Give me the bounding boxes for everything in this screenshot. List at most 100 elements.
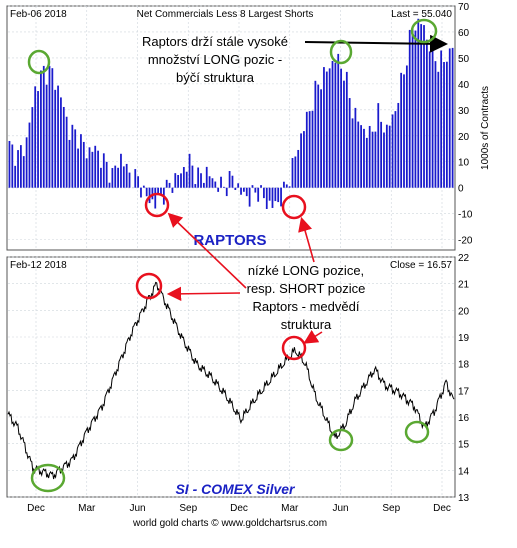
raptors-bar: [17, 150, 19, 188]
bottom-close-value: Close = 16.57: [390, 260, 452, 271]
raptors-bar: [337, 54, 339, 188]
raptors-bar: [280, 188, 282, 207]
bottom-y-tick-label: 16: [458, 413, 470, 424]
raptors-bar: [272, 188, 274, 208]
raptors-bar: [20, 145, 22, 188]
raptors-bar: [206, 167, 208, 188]
raptors-bar: [274, 188, 276, 201]
raptors-bar: [57, 86, 59, 188]
raptors-bar: [409, 30, 411, 188]
raptors-bar: [60, 97, 62, 187]
raptors-bar: [172, 188, 174, 193]
raptors-bar: [183, 167, 185, 188]
raptors-bar: [352, 118, 354, 187]
raptors-bar: [369, 126, 371, 188]
raptors-bar: [243, 188, 245, 192]
x-tick-label: Jun: [332, 503, 348, 514]
x-tick-label: Dec: [27, 503, 45, 514]
raptors-bar: [83, 142, 85, 188]
middle-note-line-3: Raptors - medvědí: [253, 299, 360, 314]
raptors-bar: [297, 150, 299, 188]
raptors-bar: [246, 188, 248, 196]
raptors-bar: [395, 111, 397, 188]
raptors-bar: [234, 188, 236, 190]
raptors-bar: [303, 131, 305, 188]
raptors-bar: [40, 71, 42, 188]
raptors-bar: [383, 133, 385, 188]
raptors-bar: [386, 125, 388, 188]
raptors-bar: [446, 62, 448, 188]
x-tick-label: Mar: [78, 503, 96, 514]
raptors-bar: [240, 188, 242, 195]
raptors-bar: [357, 122, 359, 188]
x-tick-label: Dec: [433, 503, 451, 514]
raptors-bar: [452, 48, 454, 188]
middle-note-line-4: struktura: [281, 317, 332, 332]
raptors-bar: [166, 180, 168, 188]
raptors-bar: [177, 175, 179, 188]
top-y-tick-label: 30: [458, 106, 470, 117]
raptors-bar: [63, 107, 65, 188]
raptors-bar: [420, 24, 422, 188]
middle-note-line-2: resp. SHORT pozice: [247, 281, 366, 296]
raptors-bar: [266, 188, 268, 209]
raptors-bar: [229, 171, 231, 188]
raptors-bar: [174, 173, 176, 188]
raptors-bar: [29, 123, 31, 188]
top-note-line-3: býčí struktura: [176, 70, 255, 85]
raptors-bar: [200, 173, 202, 187]
raptors-bar: [120, 154, 122, 188]
raptors-bar: [320, 89, 322, 187]
raptors-bar: [194, 184, 196, 188]
raptors-bar: [406, 65, 408, 187]
raptors-bar: [49, 66, 51, 188]
raptors-bar: [292, 158, 294, 188]
raptors-bar: [91, 152, 93, 188]
raptors-bar: [123, 166, 125, 187]
raptors-bar: [77, 149, 79, 188]
raptors-bar: [9, 141, 11, 188]
raptors-bar: [435, 61, 437, 188]
raptors-label: RAPTORS: [193, 232, 266, 249]
raptors-bar: [329, 68, 331, 187]
top-y-tick-label: -20: [458, 236, 473, 247]
raptors-bar: [260, 185, 262, 188]
raptors-bar: [254, 188, 256, 193]
raptors-bar: [263, 188, 265, 198]
raptors-bar: [54, 90, 56, 188]
raptors-bar: [80, 134, 82, 188]
raptors-bar: [392, 114, 394, 187]
raptors-bar: [343, 81, 345, 188]
raptors-bar: [232, 176, 234, 188]
raptors-bar: [189, 154, 191, 188]
raptors-bar: [220, 177, 222, 188]
raptors-bar: [400, 73, 402, 188]
x-tick-label: Jun: [129, 503, 145, 514]
raptors-bar: [51, 68, 53, 188]
raptors-bar: [286, 184, 288, 187]
raptors-bar: [117, 168, 119, 188]
raptors-bar: [14, 166, 16, 188]
raptors-bar: [403, 74, 405, 187]
x-tick-label: Dec: [230, 503, 248, 514]
raptors-bar: [363, 129, 365, 188]
raptors-bar: [212, 178, 214, 187]
raptors-bar: [252, 185, 254, 188]
top-y-tick-label: 60: [458, 28, 470, 39]
raptors-bar: [109, 183, 111, 188]
raptors-bar: [312, 111, 314, 188]
top-y-tick-label: -10: [458, 210, 473, 221]
raptors-bar: [197, 168, 199, 188]
middle-note-line-1: nízké LONG pozice,: [248, 263, 364, 278]
raptors-bar: [340, 69, 342, 188]
raptors-bar: [157, 188, 159, 194]
raptors-bar: [326, 72, 328, 188]
raptors-bar: [412, 29, 414, 188]
raptors-bar: [269, 188, 271, 201]
raptors-bar: [226, 188, 228, 196]
raptors-bar: [23, 156, 25, 188]
raptors-bar: [380, 122, 382, 188]
raptors-bar: [74, 129, 76, 187]
